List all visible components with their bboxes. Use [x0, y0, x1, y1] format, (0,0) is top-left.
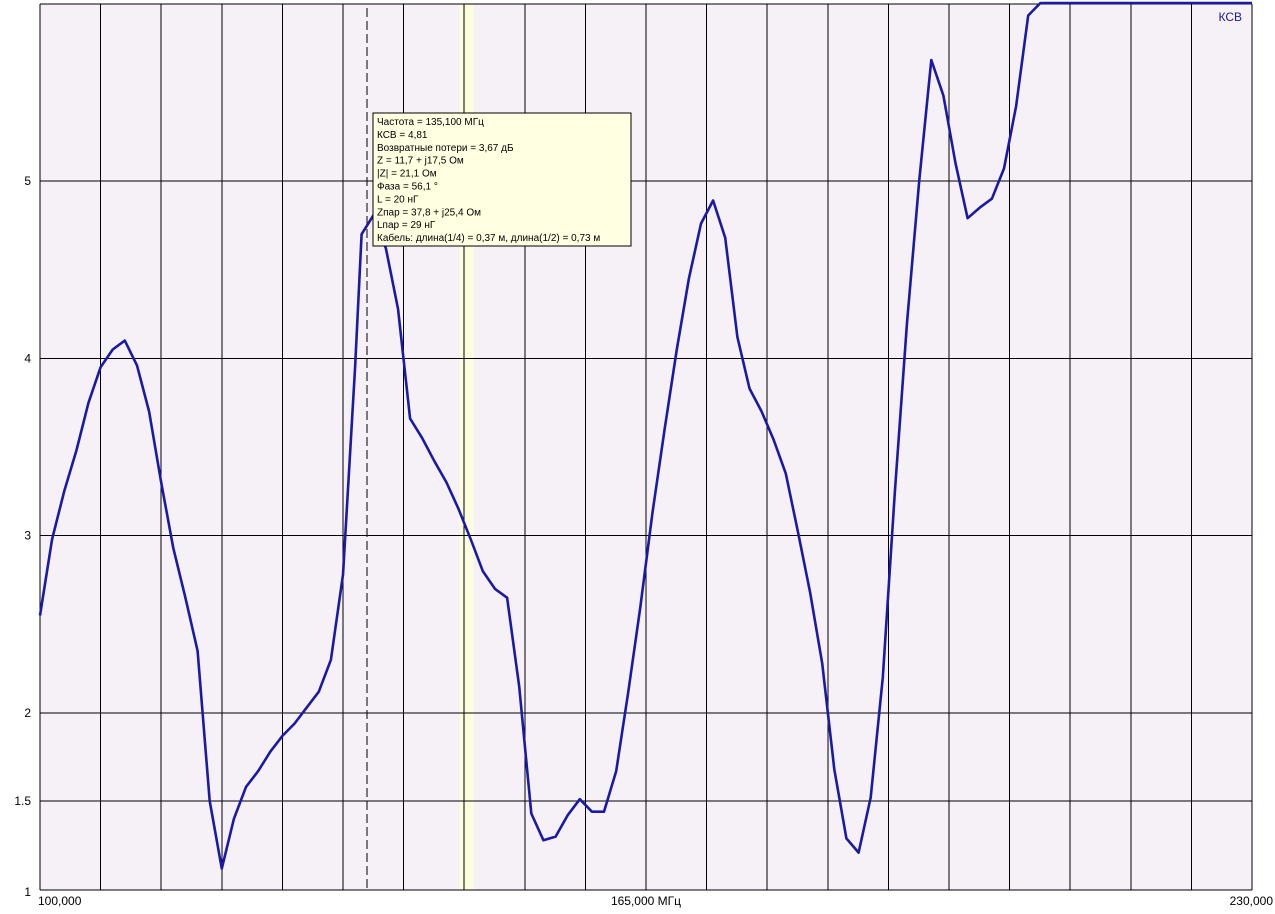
tooltip-line: Частота = 135,100 МГц — [377, 117, 484, 128]
series-label-ksv: КСВ — [1218, 10, 1242, 24]
y-tick-label: 4 — [24, 351, 31, 365]
x-tick-label: 165,000 МГц — [611, 894, 681, 908]
tooltip-line: |Z| = 21,1 Ом — [377, 169, 437, 180]
y-tick-label: 1.5 — [14, 794, 31, 808]
tick-labels-group: 1 1.5 2 3 4 5 100,000 165,000 МГц 230,000 — [14, 174, 1273, 908]
tooltip-line: Zпар = 37,8 + j25,4 Ом — [377, 207, 481, 218]
tooltip-line: Фаза = 56,1 ° — [377, 182, 438, 193]
y-tick-label: 1 — [24, 885, 31, 899]
x-tick-label: 100,000 — [38, 894, 82, 908]
marker-tooltip: Частота = 135,100 МГц КСВ = 4,81 Возвратны… — [372, 112, 632, 247]
tooltip-box — [372, 112, 632, 247]
tooltip-line: Кабель: длина(1/4) = 0,37 м, длина(1/2) … — [377, 232, 600, 244]
series-group: КСВ — [38, 1, 1252, 870]
grid-group — [39, 3, 1253, 891]
y-tick-label: 3 — [24, 529, 31, 543]
y-tick-label: 5 — [24, 174, 31, 188]
x-tick-label: 230,000 — [1230, 894, 1274, 908]
tooltip-line: Lпар = 29 нГ — [377, 220, 436, 231]
series-line-ksv — [38, 1, 1252, 870]
tooltip-line: L = 20 нГ — [377, 194, 419, 205]
tooltip-line: КСВ = 4,81 — [377, 130, 428, 141]
tooltip-line: Возвратные потери = 3,67 дБ — [377, 143, 514, 154]
tooltip-line: Z = 11,7 + j17,5 Ом — [377, 156, 464, 167]
y-tick-label: 2 — [24, 706, 31, 720]
